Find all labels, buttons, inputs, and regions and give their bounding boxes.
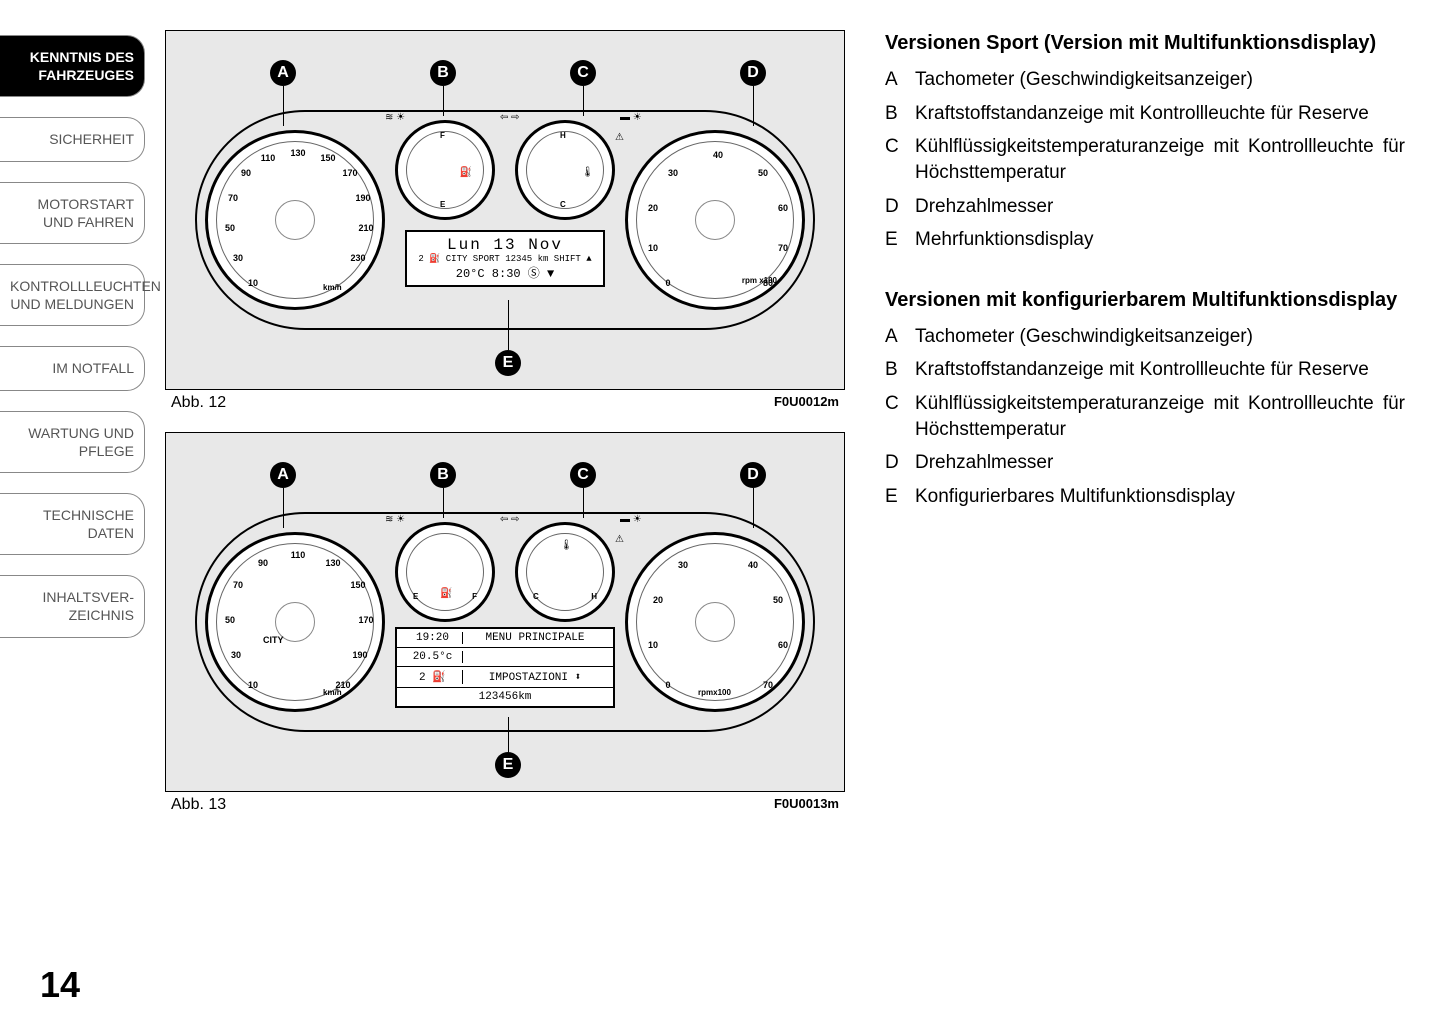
callout-d: D: [740, 60, 766, 86]
lcd-display-1: Lun 13 Nov 2 ⛽ CITY SPORT 12345 km SHIFT…: [405, 230, 605, 287]
callout-a2: A: [270, 462, 296, 488]
section2-list: ATachometer (Geschwindigkeitsan­zeiger) …: [885, 324, 1405, 510]
lcd-display-2: 19:20 MENU PRINCIPALE 20.5°c 2 ⛽ IMPOSTA…: [395, 627, 615, 708]
callout-d2: D: [740, 462, 766, 488]
figure-13: A B C D E 10: [165, 432, 845, 814]
callout-b2: B: [430, 462, 456, 488]
fuel-gauge: E F ⛽: [395, 120, 495, 220]
tab-inhalt[interactable]: INHALTSVER-ZEICHNIS: [0, 575, 145, 637]
section1-list: ATachometer (Geschwindigkeitsan­zeiger) …: [885, 67, 1405, 253]
tab-kenntnis[interactable]: KENNTNIS DES FAHRZEUGES: [0, 35, 145, 97]
figure-13-code: F0U0013m: [774, 796, 839, 814]
figure-12-code: F0U0012m: [774, 394, 839, 412]
section2-title: Versionen mit konfigurierbarem Multifunk…: [885, 287, 1405, 314]
callout-c2: C: [570, 462, 596, 488]
sidebar: KENNTNIS DES FAHRZEUGES SICHERHEIT MOTOR…: [0, 0, 145, 1026]
temp-gauge-2: C H 🌡: [515, 522, 615, 622]
section1-title: Versionen Sport (Version mit Multifunkti…: [885, 30, 1405, 57]
tachometer-gauge: 0 10 20 30 40 50 60 70 80 rpm x100: [625, 130, 805, 310]
tab-sicherheit[interactable]: SICHERHEIT: [0, 117, 145, 161]
callout-e: E: [495, 350, 521, 376]
tab-motorstart[interactable]: MOTORSTART UND FAHREN: [0, 182, 145, 244]
speedometer-gauge-2: 10 30 50 70 90 110 130 150 170 190 210 C…: [205, 532, 385, 712]
callout-c: C: [570, 60, 596, 86]
callout-e2: E: [495, 752, 521, 778]
temp-gauge: C H 🌡: [515, 120, 615, 220]
callout-a: A: [270, 60, 296, 86]
speedometer-gauge: 10 30 50 70 90 110 130 150 170 190 210 2…: [205, 130, 385, 310]
tab-notfall[interactable]: IM NOTFALL: [0, 346, 145, 390]
tab-wartung[interactable]: WARTUNG UND PFLEGE: [0, 411, 145, 473]
figure-12: A B C D E: [165, 30, 845, 412]
fuel-gauge-2: E F ⛽: [395, 522, 495, 622]
page-number: 14: [40, 964, 80, 1006]
tab-technische[interactable]: TECHNISCHE DATEN: [0, 493, 145, 555]
tachometer-gauge-2: 0 10 20 30 40 50 60 70 rpmx100: [625, 532, 805, 712]
figure-13-caption: Abb. 13: [171, 796, 226, 814]
figure-12-caption: Abb. 12: [171, 394, 226, 412]
callout-b: B: [430, 60, 456, 86]
tab-kontrollleuchten[interactable]: KONTROLLLEUCHTEN UND MELDUNGEN: [0, 264, 145, 326]
